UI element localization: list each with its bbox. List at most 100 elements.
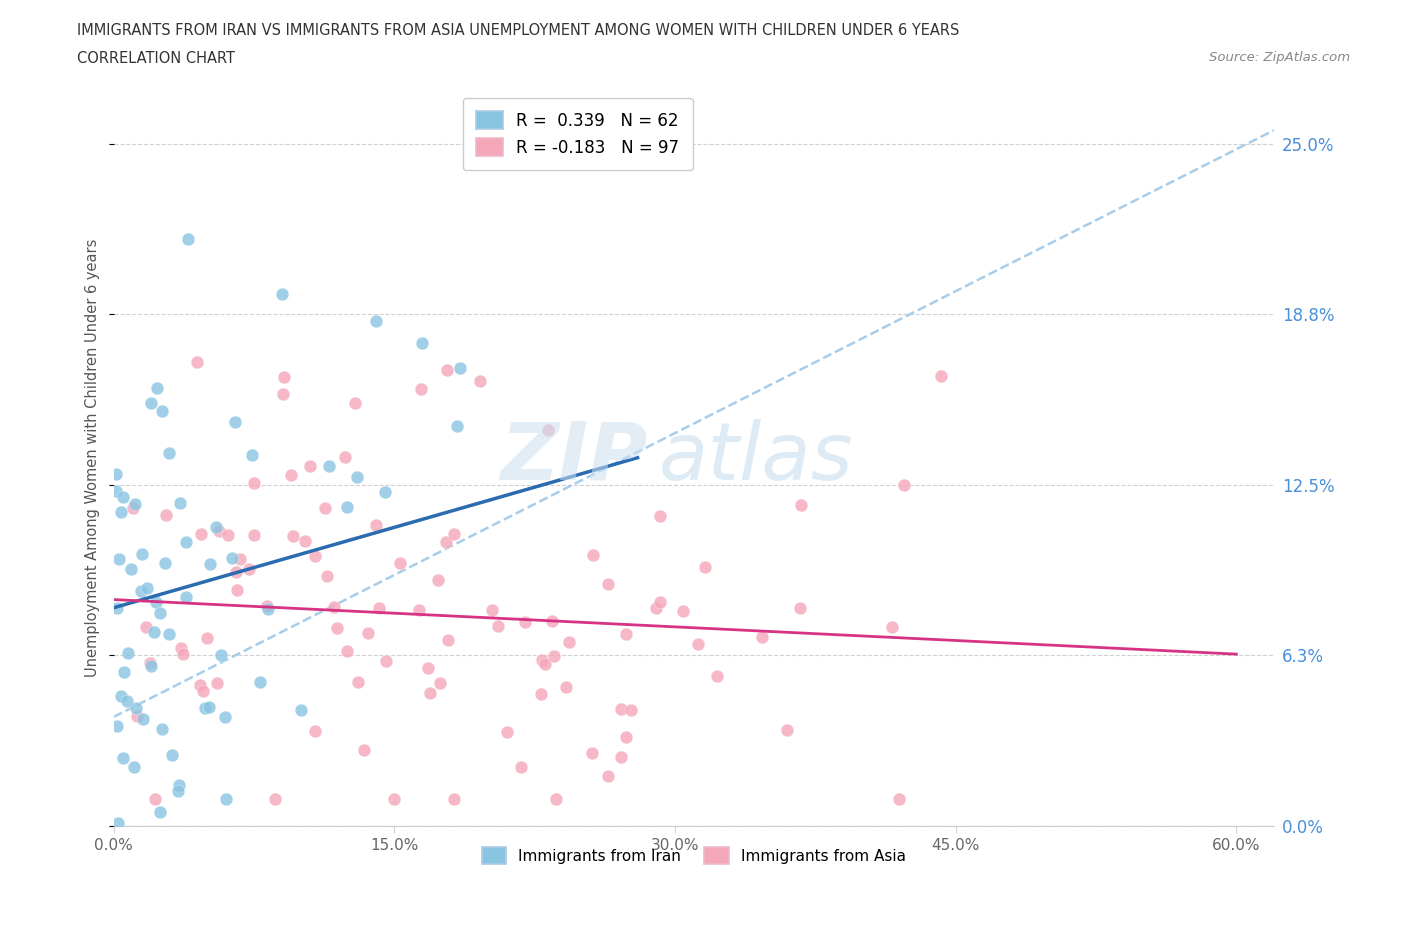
Point <box>693 560 716 575</box>
Text: Source: ZipAtlas.com: Source: ZipAtlas.com <box>1209 51 1350 64</box>
Point <box>135 580 157 595</box>
Text: CORRELATION CHART: CORRELATION CHART <box>77 51 235 66</box>
Point <box>169 496 191 511</box>
Point <box>409 382 432 397</box>
Point <box>470 374 492 389</box>
Point <box>620 703 643 718</box>
Point <box>208 524 231 538</box>
Point <box>155 508 177 523</box>
Point <box>304 548 326 563</box>
Text: IMMIGRANTS FROM IRAN VS IMMIGRANTS FROM ASIA UNEMPLOYMENT AMONG WOMEN WITH CHILD: IMMIGRANTS FROM IRAN VS IMMIGRANTS FROM … <box>77 23 960 38</box>
Point <box>419 685 441 700</box>
Point <box>122 760 145 775</box>
Text: ZIP: ZIP <box>501 418 647 497</box>
Point <box>706 669 728 684</box>
Point <box>509 760 531 775</box>
Point <box>582 547 605 562</box>
Point <box>336 644 359 658</box>
Point <box>139 395 162 410</box>
Point <box>614 729 637 744</box>
Point <box>129 583 152 598</box>
Legend: Immigrants from Iran, Immigrants from Asia: Immigrants from Iran, Immigrants from As… <box>475 841 912 870</box>
Point <box>537 423 560 438</box>
Point <box>614 626 637 641</box>
Point <box>326 620 349 635</box>
Point <box>198 557 221 572</box>
Point <box>411 336 433 351</box>
Point <box>150 404 173 418</box>
Point <box>540 614 562 629</box>
Point <box>177 232 200 246</box>
Point <box>139 658 162 673</box>
Point <box>104 483 127 498</box>
Point <box>114 665 136 680</box>
Point <box>336 499 359 514</box>
Point <box>346 470 368 485</box>
Point <box>318 458 340 473</box>
Point <box>436 363 458 378</box>
Point <box>145 594 167 609</box>
Point <box>650 594 672 609</box>
Point <box>481 603 503 618</box>
Point <box>789 601 811 616</box>
Point <box>543 648 565 663</box>
Point <box>486 618 509 633</box>
Text: atlas: atlas <box>659 418 853 497</box>
Point <box>273 369 295 384</box>
Point <box>105 601 128 616</box>
Point <box>515 615 537 630</box>
Point <box>256 599 278 614</box>
Point <box>416 660 439 675</box>
Point <box>316 568 339 583</box>
Point <box>437 632 460 647</box>
Point <box>335 449 357 464</box>
Point <box>256 602 278 617</box>
Point <box>443 791 465 806</box>
Point <box>546 791 568 806</box>
Point <box>105 466 128 481</box>
Point <box>167 783 190 798</box>
Point <box>122 500 145 515</box>
Point <box>531 653 554 668</box>
Point <box>281 528 304 543</box>
Point <box>446 418 468 433</box>
Point <box>357 625 380 640</box>
Point <box>243 528 266 543</box>
Point <box>530 687 553 702</box>
Point <box>243 476 266 491</box>
Point <box>353 743 375 758</box>
Point <box>167 777 190 792</box>
Point <box>368 601 391 616</box>
Point <box>108 551 131 566</box>
Point <box>125 700 148 715</box>
Point <box>610 750 633 764</box>
Point <box>929 368 952 383</box>
Point <box>152 722 174 737</box>
Point <box>610 701 633 716</box>
Point <box>125 709 148 724</box>
Point <box>751 630 773 644</box>
Point <box>124 497 146 512</box>
Point <box>107 816 129 830</box>
Point <box>157 445 180 460</box>
Point <box>195 631 218 645</box>
Point <box>186 354 208 369</box>
Point <box>238 562 260 577</box>
Point <box>194 700 217 715</box>
Point <box>344 395 367 410</box>
Point <box>120 562 142 577</box>
Point <box>157 627 180 642</box>
Point <box>217 527 239 542</box>
Point <box>146 380 169 395</box>
Point <box>224 415 246 430</box>
Point <box>131 547 153 562</box>
Point <box>198 699 221 714</box>
Point <box>105 719 128 734</box>
Point <box>225 582 247 597</box>
Point <box>645 601 668 616</box>
Point <box>294 534 316 549</box>
Point <box>581 746 603 761</box>
Point <box>304 724 326 738</box>
Point <box>314 500 336 515</box>
Point <box>558 634 581 649</box>
